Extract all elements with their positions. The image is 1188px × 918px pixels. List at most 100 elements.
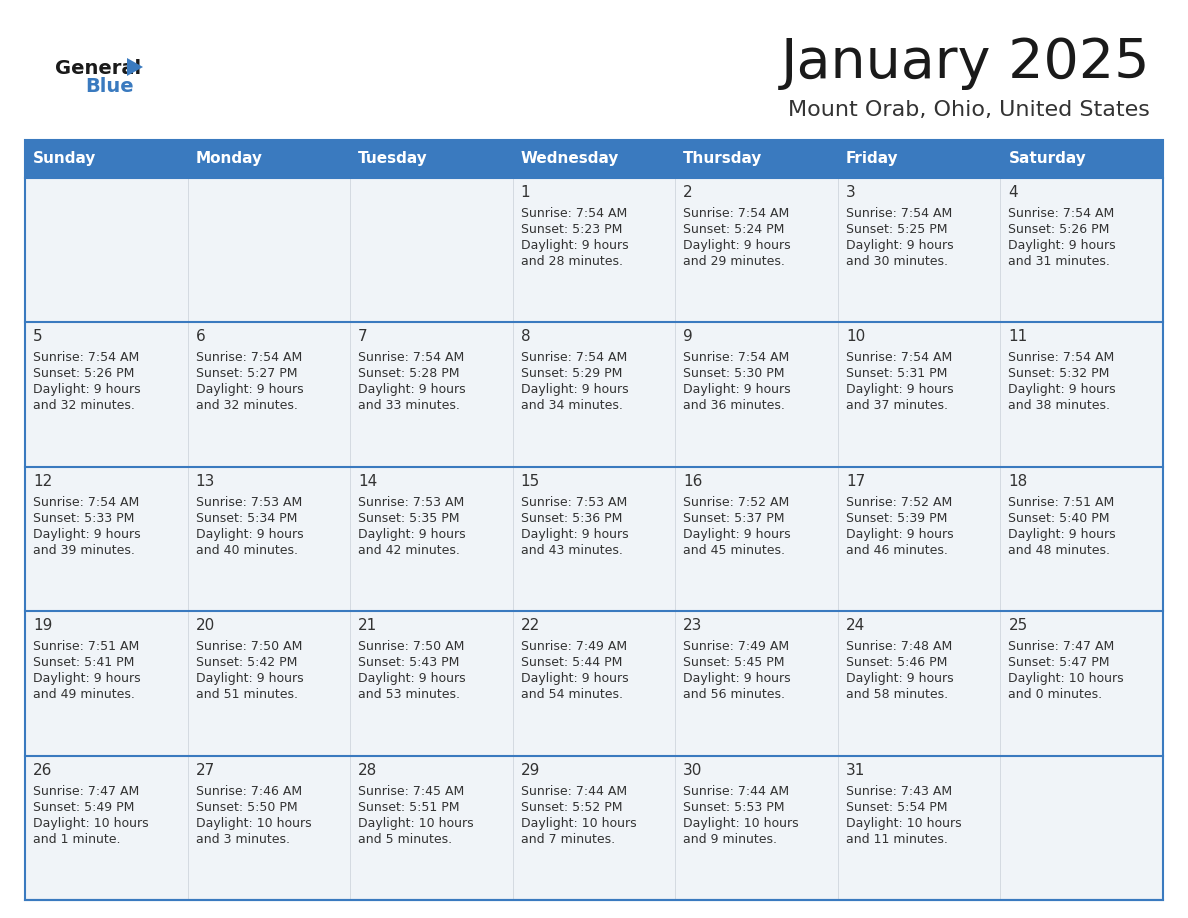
Text: 31: 31: [846, 763, 865, 778]
Text: 19: 19: [33, 618, 52, 633]
Text: Sunset: 5:51 PM: Sunset: 5:51 PM: [358, 800, 460, 813]
Bar: [188, 322, 350, 466]
Text: Sunset: 5:27 PM: Sunset: 5:27 PM: [196, 367, 297, 380]
Bar: [1000, 322, 1163, 466]
Text: Daylight: 9 hours: Daylight: 9 hours: [1009, 528, 1116, 541]
Text: 27: 27: [196, 763, 215, 778]
Text: Sunset: 5:29 PM: Sunset: 5:29 PM: [520, 367, 623, 380]
Text: Daylight: 10 hours: Daylight: 10 hours: [33, 817, 148, 830]
Text: Blue: Blue: [86, 76, 133, 95]
Text: and 43 minutes.: and 43 minutes.: [520, 543, 623, 557]
Text: Thursday: Thursday: [683, 151, 763, 166]
Text: 23: 23: [683, 618, 702, 633]
Text: Daylight: 9 hours: Daylight: 9 hours: [520, 239, 628, 252]
Text: Sunset: 5:52 PM: Sunset: 5:52 PM: [520, 800, 623, 813]
Bar: [1000, 178, 1163, 322]
Text: and 29 minutes.: and 29 minutes.: [683, 255, 785, 268]
Text: Daylight: 9 hours: Daylight: 9 hours: [1009, 384, 1116, 397]
Text: Sunset: 5:40 PM: Sunset: 5:40 PM: [1009, 512, 1110, 525]
Text: and 31 minutes.: and 31 minutes.: [1009, 255, 1111, 268]
Text: Sunset: 5:42 PM: Sunset: 5:42 PM: [196, 656, 297, 669]
Text: Mount Orab, Ohio, United States: Mount Orab, Ohio, United States: [788, 100, 1150, 120]
Bar: [350, 322, 513, 466]
Text: Sunset: 5:37 PM: Sunset: 5:37 PM: [683, 512, 785, 525]
Bar: [513, 322, 675, 466]
Text: and 3 minutes.: and 3 minutes.: [196, 833, 290, 845]
Text: Daylight: 9 hours: Daylight: 9 hours: [358, 528, 466, 541]
Bar: [350, 611, 513, 756]
Text: Daylight: 9 hours: Daylight: 9 hours: [33, 528, 140, 541]
Text: Sunrise: 7:49 AM: Sunrise: 7:49 AM: [520, 640, 627, 654]
Text: Daylight: 10 hours: Daylight: 10 hours: [520, 817, 637, 830]
Text: 28: 28: [358, 763, 378, 778]
Text: 17: 17: [846, 474, 865, 488]
Text: Sunrise: 7:54 AM: Sunrise: 7:54 AM: [1009, 352, 1114, 364]
Text: and 7 minutes.: and 7 minutes.: [520, 833, 615, 845]
Text: Sunrise: 7:50 AM: Sunrise: 7:50 AM: [358, 640, 465, 654]
Text: Daylight: 10 hours: Daylight: 10 hours: [1009, 672, 1124, 685]
Text: and 1 minute.: and 1 minute.: [33, 833, 120, 845]
Text: 7: 7: [358, 330, 368, 344]
Text: 16: 16: [683, 474, 702, 488]
Text: and 51 minutes.: and 51 minutes.: [196, 688, 297, 701]
Text: Sunset: 5:34 PM: Sunset: 5:34 PM: [196, 512, 297, 525]
Text: 24: 24: [846, 618, 865, 633]
Text: Wednesday: Wednesday: [520, 151, 619, 166]
Text: Daylight: 9 hours: Daylight: 9 hours: [1009, 239, 1116, 252]
Text: Sunrise: 7:51 AM: Sunrise: 7:51 AM: [1009, 496, 1114, 509]
Text: Daylight: 10 hours: Daylight: 10 hours: [846, 817, 961, 830]
Bar: [513, 466, 675, 611]
Text: 18: 18: [1009, 474, 1028, 488]
Text: Sunrise: 7:47 AM: Sunrise: 7:47 AM: [33, 785, 139, 798]
Text: Daylight: 9 hours: Daylight: 9 hours: [683, 528, 791, 541]
Bar: [188, 756, 350, 900]
Text: Daylight: 9 hours: Daylight: 9 hours: [683, 672, 791, 685]
Text: Daylight: 9 hours: Daylight: 9 hours: [683, 384, 791, 397]
Text: General: General: [55, 59, 141, 77]
Text: 13: 13: [196, 474, 215, 488]
Text: Sunset: 5:32 PM: Sunset: 5:32 PM: [1009, 367, 1110, 380]
Text: Sunrise: 7:54 AM: Sunrise: 7:54 AM: [683, 352, 790, 364]
Text: Daylight: 9 hours: Daylight: 9 hours: [846, 384, 954, 397]
Text: Sunset: 5:49 PM: Sunset: 5:49 PM: [33, 800, 134, 813]
Text: 30: 30: [683, 763, 702, 778]
Text: and 32 minutes.: and 32 minutes.: [196, 399, 297, 412]
Text: Sunset: 5:35 PM: Sunset: 5:35 PM: [358, 512, 460, 525]
Text: Sunset: 5:26 PM: Sunset: 5:26 PM: [1009, 223, 1110, 236]
Text: 10: 10: [846, 330, 865, 344]
Bar: [838, 756, 1000, 900]
Text: Sunrise: 7:50 AM: Sunrise: 7:50 AM: [196, 640, 302, 654]
Text: and 53 minutes.: and 53 minutes.: [358, 688, 460, 701]
Bar: [513, 611, 675, 756]
Text: Sunset: 5:43 PM: Sunset: 5:43 PM: [358, 656, 460, 669]
Bar: [675, 178, 838, 322]
Text: Sunset: 5:46 PM: Sunset: 5:46 PM: [846, 656, 947, 669]
Text: Sunrise: 7:46 AM: Sunrise: 7:46 AM: [196, 785, 302, 798]
Bar: [25, 466, 188, 611]
Text: Sunrise: 7:54 AM: Sunrise: 7:54 AM: [358, 352, 465, 364]
Text: Sunset: 5:30 PM: Sunset: 5:30 PM: [683, 367, 785, 380]
Text: and 32 minutes.: and 32 minutes.: [33, 399, 135, 412]
Bar: [188, 611, 350, 756]
Text: and 0 minutes.: and 0 minutes.: [1009, 688, 1102, 701]
Bar: [350, 178, 513, 322]
Bar: [25, 178, 188, 322]
Text: Daylight: 9 hours: Daylight: 9 hours: [846, 239, 954, 252]
Bar: [1000, 756, 1163, 900]
Bar: [838, 322, 1000, 466]
Text: 15: 15: [520, 474, 541, 488]
Text: 9: 9: [683, 330, 693, 344]
Text: Daylight: 9 hours: Daylight: 9 hours: [520, 672, 628, 685]
Bar: [675, 466, 838, 611]
Text: Sunrise: 7:51 AM: Sunrise: 7:51 AM: [33, 640, 139, 654]
Text: 3: 3: [846, 185, 855, 200]
Bar: [350, 466, 513, 611]
Text: and 11 minutes.: and 11 minutes.: [846, 833, 948, 845]
Bar: [188, 466, 350, 611]
Text: Sunset: 5:36 PM: Sunset: 5:36 PM: [520, 512, 623, 525]
Bar: [188, 178, 350, 322]
Text: Sunset: 5:39 PM: Sunset: 5:39 PM: [846, 512, 947, 525]
Bar: [838, 178, 1000, 322]
Text: Sunrise: 7:52 AM: Sunrise: 7:52 AM: [846, 496, 952, 509]
Text: January 2025: January 2025: [781, 36, 1150, 90]
